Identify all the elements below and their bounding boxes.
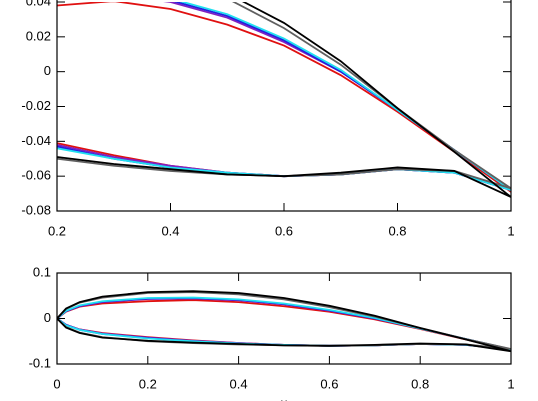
x-tick-label: 0.4 (230, 376, 248, 391)
airfoil-curve (57, 299, 511, 351)
plot-area (57, 290, 511, 353)
y-tick-label: -0.04 (21, 133, 51, 148)
y-tick-label: -0.08 (21, 202, 51, 217)
plot-frame (56, 272, 512, 365)
y-tick-label: -0.1 (29, 355, 51, 370)
y-tick-label: 0.1 (33, 264, 51, 279)
y-tick-label: 0 (44, 63, 51, 78)
airfoil-curve (57, 2, 511, 198)
plot-area (57, 2, 511, 198)
x-tick-label: 0.2 (48, 223, 66, 238)
x-tick-label: 0.6 (320, 376, 338, 391)
x-tick-label: 0.8 (388, 223, 406, 238)
airfoil-curve (57, 290, 511, 353)
x-tick-label: 1 (507, 223, 514, 238)
x-tick-label: 0.8 (411, 376, 429, 391)
y-tick-label: -0.06 (21, 168, 51, 183)
x-tick-label: 0.2 (139, 376, 157, 391)
y-tick-label: 0.04 (26, 0, 51, 8)
x-tick-label: 0 (53, 376, 60, 391)
x-tick-label: 0.6 (275, 223, 293, 238)
plot-frame (56, 0, 512, 212)
x-axis-label: x (281, 395, 288, 401)
y-tick-label: 0.02 (26, 28, 51, 43)
x-tick-label: 0.4 (161, 223, 179, 238)
x-tick-label: 1 (507, 376, 514, 391)
y-tick-label: -0.02 (21, 98, 51, 113)
y-tick-label: 0 (44, 310, 51, 325)
